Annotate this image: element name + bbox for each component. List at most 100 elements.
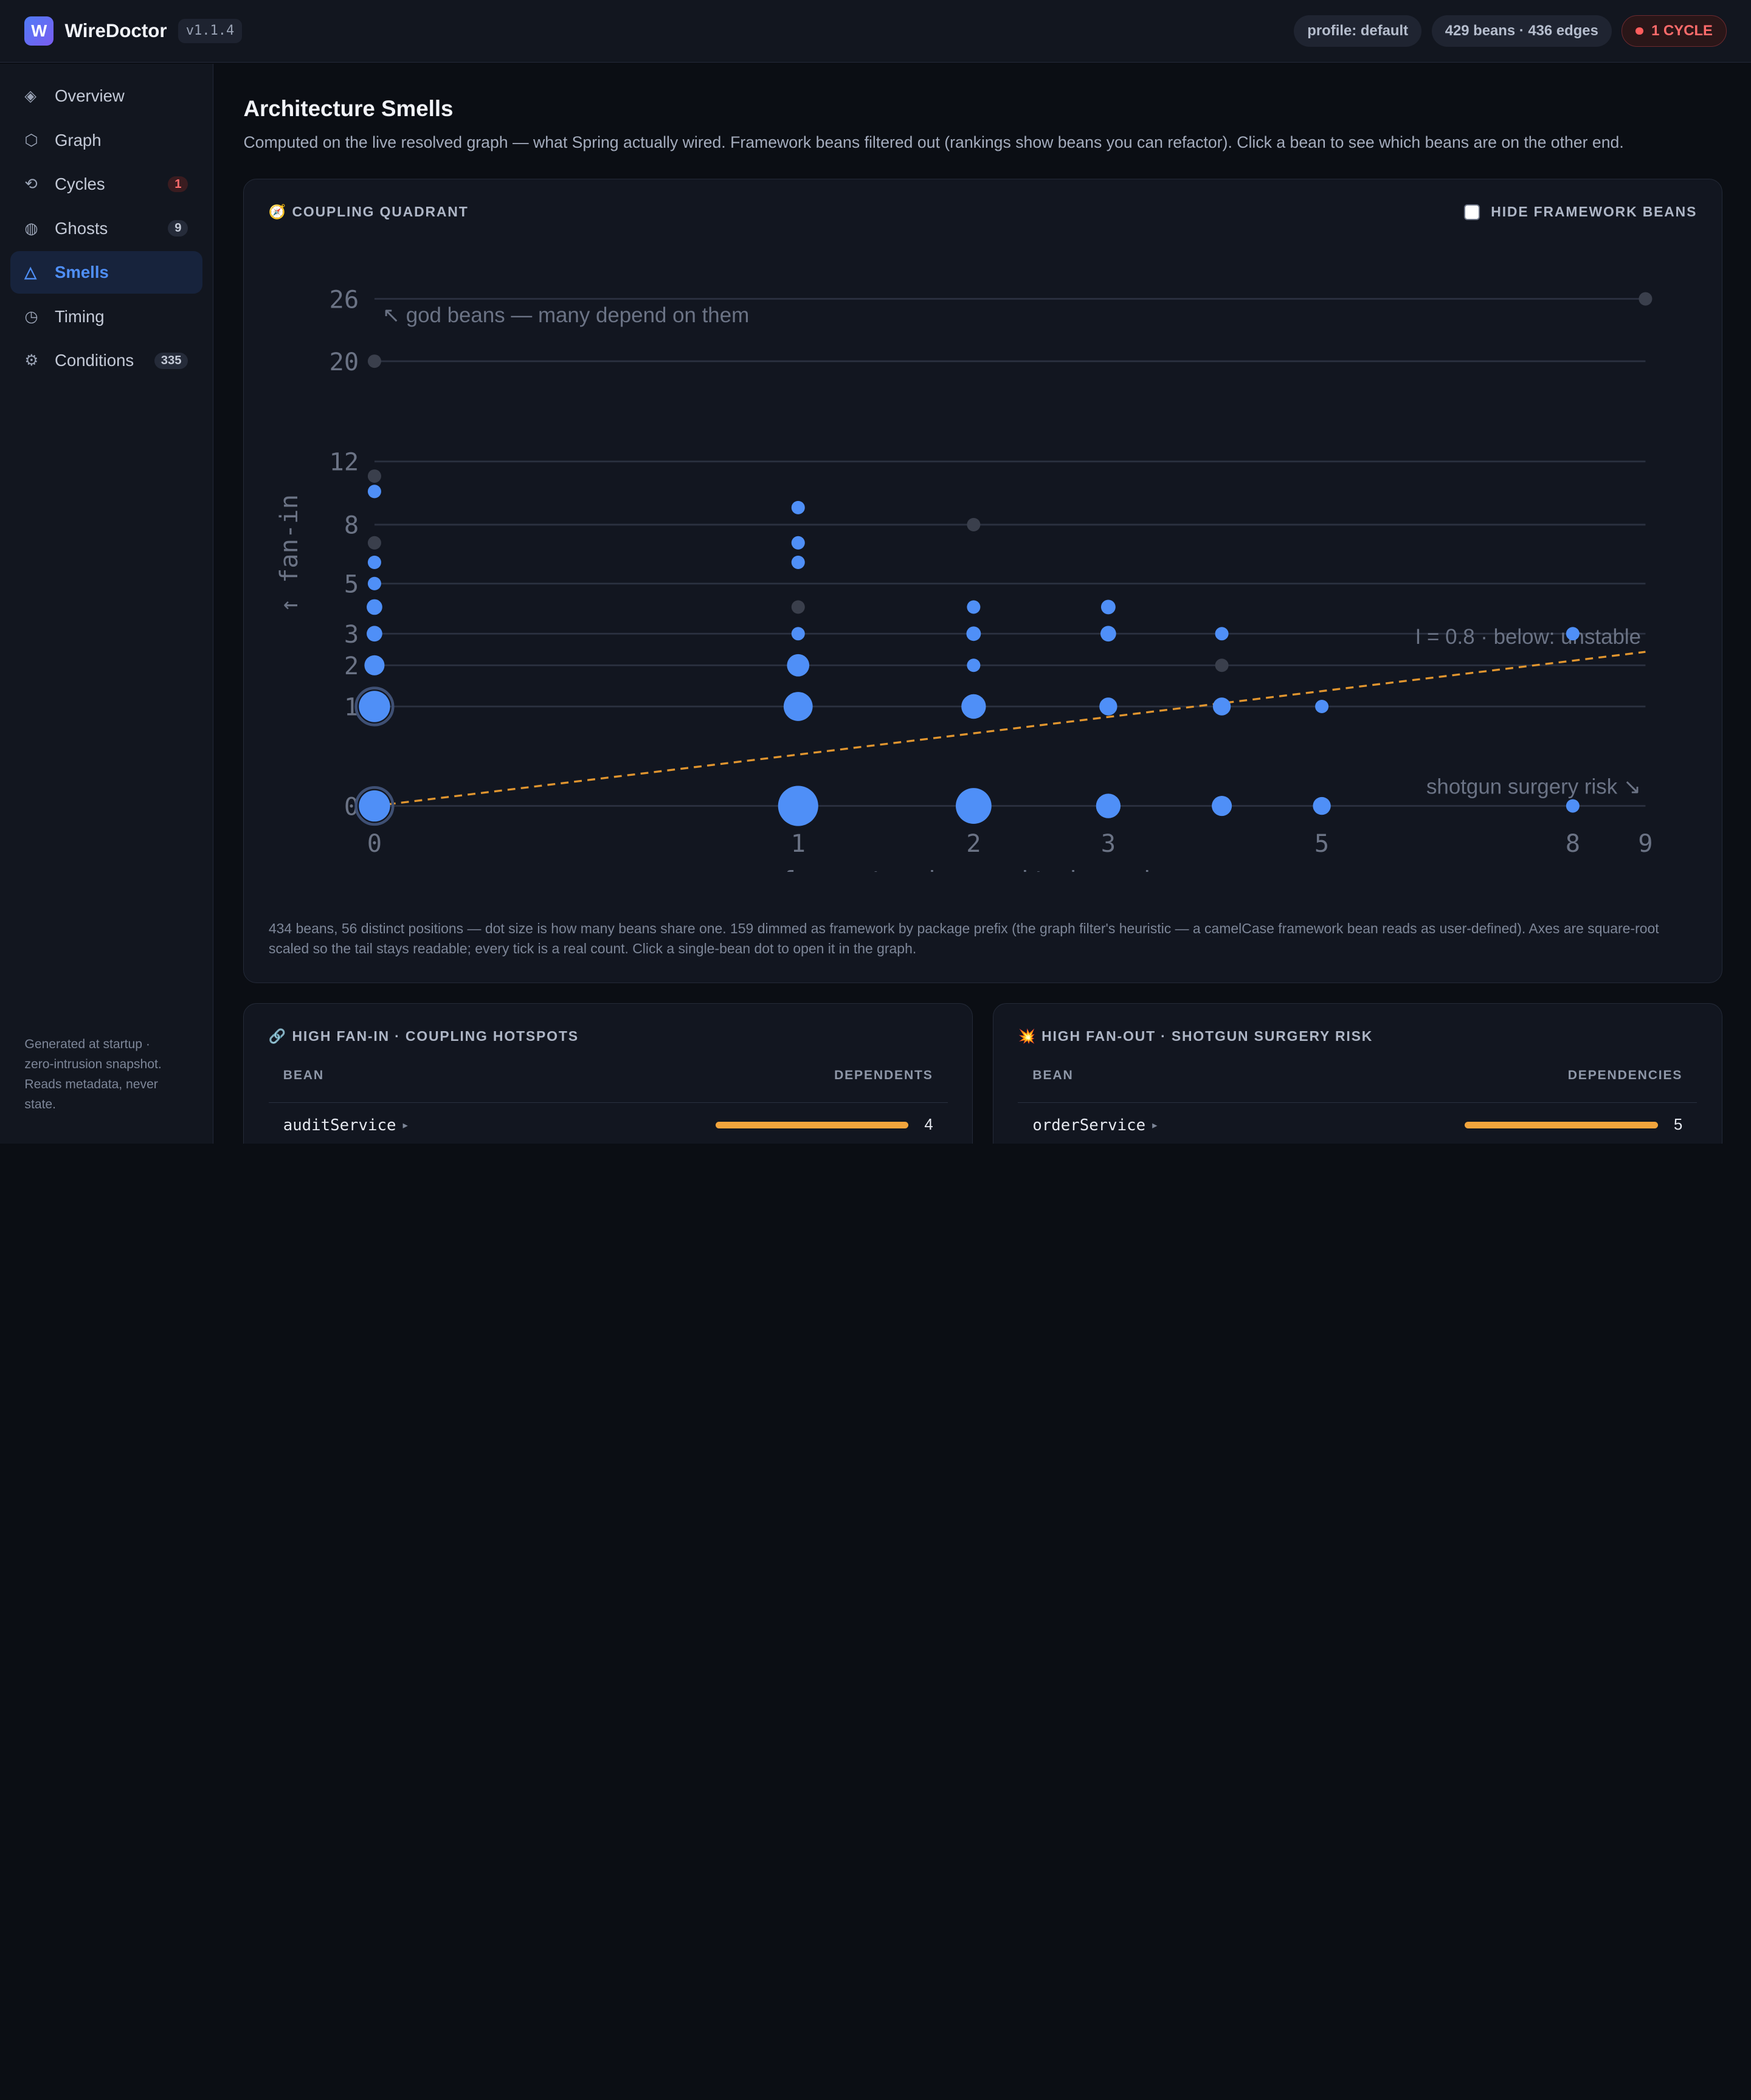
dependencies-count: 5 <box>1674 1116 1683 1134</box>
sidebar-item-cycles[interactable]: ⟲ Cycles 1 <box>10 163 203 206</box>
fan-out-table-header: BEAN DEPENDENCIES <box>1018 1068 1697 1104</box>
bean-dot[interactable] <box>1096 793 1121 818</box>
selected-ring <box>354 686 395 727</box>
sidebar-item-graph[interactable]: ⬡ Graph <box>10 119 203 162</box>
bean-dot[interactable] <box>1215 627 1229 641</box>
bean-dot[interactable] <box>778 786 819 826</box>
x-tick-label: 8 <box>1566 829 1580 858</box>
bean-dot[interactable] <box>967 658 981 672</box>
bean-dot[interactable] <box>368 555 382 569</box>
sidebar-item-ghosts[interactable]: ◍ Ghosts 9 <box>10 207 203 250</box>
cycles-count-badge: 1 <box>168 176 188 193</box>
y-tick-label: 5 <box>344 569 359 598</box>
ghosts-icon: ◍ <box>24 219 38 237</box>
bean-dot[interactable] <box>1101 599 1116 615</box>
cycles-icon: ⟲ <box>24 176 38 193</box>
expand-caret-icon: ▸ <box>1152 1119 1158 1131</box>
bean-dot[interactable] <box>1099 697 1118 716</box>
expand-caret-icon: ▸ <box>402 1119 408 1131</box>
framework-bean-dot[interactable] <box>368 536 382 550</box>
x-tick-label: 3 <box>1101 829 1116 858</box>
framework-bean-dot[interactable] <box>967 517 981 531</box>
dependents-bar <box>715 1122 909 1129</box>
bean-dot[interactable] <box>364 655 385 675</box>
x-tick-label: 2 <box>967 829 981 858</box>
y-tick-label: 2 <box>344 651 359 680</box>
app-logo: W <box>24 16 54 46</box>
bean-dot[interactable] <box>956 788 992 824</box>
bean-dot[interactable] <box>359 790 391 822</box>
bean-dot[interactable] <box>368 485 382 499</box>
dependencies-column-header: DEPENDENCIES <box>1567 1068 1683 1083</box>
hide-framework-label: HIDE FRAMEWORK BEANS <box>1491 204 1697 220</box>
sidebar-item-overview[interactable]: ◈ Overview <box>10 75 203 117</box>
framework-bean-dot[interactable] <box>1215 658 1229 672</box>
y-axis-label: ↑ fan-in <box>275 494 304 613</box>
bean-dot[interactable] <box>792 500 806 514</box>
fan-in-title-label: HIGH FAN-IN · COUPLING HOTSPOTS <box>292 1028 579 1045</box>
bean-dot[interactable] <box>367 599 383 615</box>
bean-dot[interactable] <box>792 627 806 641</box>
link-icon: 🔗 <box>268 1028 288 1045</box>
x-tick-label: 9 <box>1639 829 1653 858</box>
framework-bean-dot[interactable] <box>368 354 382 368</box>
sidebar: ◈ Overview ⬡ Graph ⟲ Cycles 1 ◍ Ghosts 9… <box>0 63 213 1144</box>
table-row[interactable]: orderService ▸ 5 <box>1018 1112 1697 1139</box>
overview-icon: ◈ <box>24 87 37 105</box>
fan-out-title-label: HIGH FAN-OUT · SHOTGUN SURGERY RISK <box>1041 1028 1373 1045</box>
conditions-icon: ⚙ <box>24 352 39 370</box>
fan-in-title: 🔗 HIGH FAN-IN · COUPLING HOTSPOTS <box>269 1028 579 1045</box>
sidebar-item-label: Cycles <box>55 174 105 194</box>
bean-name[interactable]: orderService <box>1032 1116 1146 1135</box>
sidebar-item-timing[interactable]: ◷ Timing <box>10 295 203 338</box>
cycle-pill[interactable]: 1 CYCLE <box>1621 15 1727 47</box>
top-bar: W WireDoctor v1.1.4 profile: default 429… <box>0 0 1751 63</box>
y-tick-label: 3 <box>344 620 359 649</box>
profile-pill[interactable]: profile: default <box>1294 15 1422 47</box>
bean-dot[interactable] <box>1315 699 1329 713</box>
x-tick-label: 5 <box>1314 829 1329 858</box>
x-axis-label: fan-out — beans it depends on → <box>781 865 1240 871</box>
bean-dot[interactable] <box>367 626 383 642</box>
bean-dot[interactable] <box>787 654 810 677</box>
god-beans-annotation: ↖ god beans — many depend on them <box>382 303 749 327</box>
bean-dot[interactable] <box>1313 796 1331 815</box>
bean-dot[interactable] <box>1213 697 1231 716</box>
bean-dot[interactable] <box>368 576 382 590</box>
fan-in-table-header: BEAN DEPENDENTS <box>268 1068 948 1104</box>
framework-bean-dot[interactable] <box>1639 292 1653 306</box>
bean-dot[interactable] <box>1566 627 1580 641</box>
bean-dot[interactable] <box>1100 626 1117 642</box>
sidebar-item-smells[interactable]: △ Smells <box>10 251 203 294</box>
fan-out-card: 💥 HIGH FAN-OUT · SHOTGUN SURGERY RISK BE… <box>993 1003 1722 1144</box>
sidebar-item-conditions[interactable]: ⚙ Conditions 335 <box>10 339 203 382</box>
y-tick-label: 12 <box>330 447 359 477</box>
dependents-column-header: DEPENDENTS <box>834 1068 933 1083</box>
framework-bean-dot[interactable] <box>792 600 806 614</box>
bean-dot[interactable] <box>792 536 806 550</box>
table-row[interactable]: auditService ▸ 4 <box>269 1112 948 1139</box>
hide-framework-toggle[interactable]: HIDE FRAMEWORK BEANS <box>1464 204 1697 220</box>
bean-dot[interactable] <box>967 600 981 614</box>
sidebar-item-label: Overview <box>55 86 125 105</box>
bean-dot[interactable] <box>1566 799 1580 813</box>
bean-name[interactable]: auditService <box>283 1116 396 1135</box>
bean-dot[interactable] <box>961 694 987 719</box>
bean-dot[interactable] <box>1212 795 1232 816</box>
bean-dot[interactable] <box>359 691 391 722</box>
compass-icon: 🧭 <box>268 204 288 220</box>
sidebar-item-label: Timing <box>55 306 105 326</box>
bean-dot[interactable] <box>792 555 806 569</box>
bean-dot[interactable] <box>784 692 813 721</box>
bean-dot[interactable] <box>966 626 981 641</box>
sidebar-item-label: Graph <box>55 130 102 150</box>
framework-bean-dot[interactable] <box>368 469 382 483</box>
quadrant-title: 🧭 COUPLING QUADRANT <box>269 204 469 220</box>
version-badge: v1.1.4 <box>178 19 243 43</box>
hide-framework-checkbox[interactable] <box>1464 204 1480 220</box>
y-tick-label: 26 <box>330 285 359 314</box>
shotgun-annotation: shotgun surgery risk ↘ <box>1426 775 1641 798</box>
graph-icon: ⬡ <box>24 131 38 149</box>
dependents-bar-track <box>715 1122 909 1129</box>
